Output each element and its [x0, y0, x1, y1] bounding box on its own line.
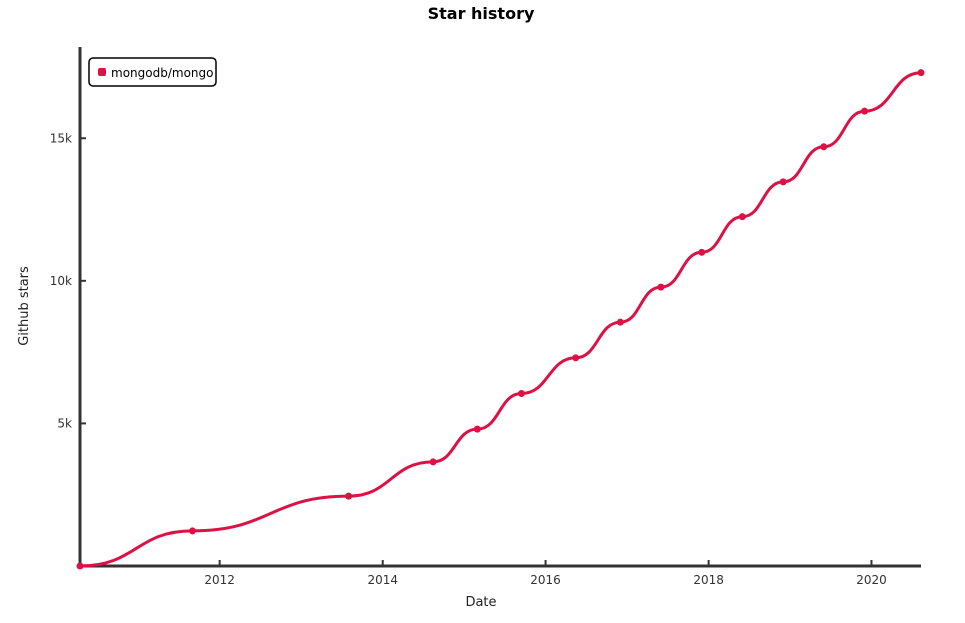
data-point: [698, 248, 706, 256]
data-point: [572, 354, 580, 362]
data-point: [345, 492, 353, 500]
x-tick-label: 2020: [856, 573, 887, 587]
legend-swatch: [98, 68, 106, 76]
data-point: [429, 458, 437, 466]
x-tick-label: 2016: [530, 573, 561, 587]
data-point: [616, 318, 624, 326]
y-tick-label: 5k: [57, 416, 72, 430]
y-tick-label: 15k: [50, 131, 72, 145]
legend-box: [88, 57, 217, 87]
series-layer: [76, 69, 925, 570]
legend-label: mongodb/mongo: [111, 66, 213, 80]
data-point: [738, 213, 746, 221]
data-point: [820, 143, 828, 151]
x-tick-label: 2018: [693, 573, 724, 587]
x-ticks: 2012 2014 2016 2018 2020: [204, 560, 887, 587]
data-point: [517, 389, 525, 397]
data-point: [473, 425, 481, 433]
data-point: [917, 69, 925, 77]
y-tick-label: 10k: [50, 274, 72, 288]
y-axis-label: Github stars: [17, 266, 32, 346]
y-ticks: 5k 10k 15k: [50, 131, 86, 430]
x-tick-label: 2012: [204, 573, 235, 587]
legend: mongodb/mongo: [88, 57, 217, 87]
chart-title: Star history: [428, 4, 535, 23]
series-line: [78, 71, 923, 568]
x-tick-label: 2014: [367, 573, 398, 587]
x-axis-label: Date: [465, 595, 496, 610]
data-point: [861, 107, 869, 115]
data-point: [188, 527, 196, 535]
data-point: [76, 562, 84, 570]
data-point: [779, 178, 787, 186]
data-point: [657, 283, 665, 291]
